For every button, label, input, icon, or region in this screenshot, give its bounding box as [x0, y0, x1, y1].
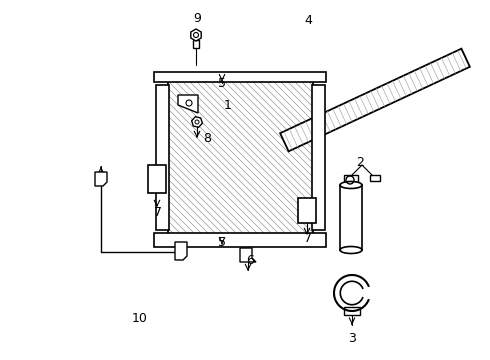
Bar: [340, 185, 362, 250]
Polygon shape: [95, 172, 107, 186]
Bar: [370, 175, 380, 181]
Text: 10: 10: [132, 311, 148, 324]
Bar: [298, 198, 316, 223]
Bar: [344, 307, 360, 315]
Bar: [148, 165, 166, 193]
Bar: [154, 233, 326, 247]
Polygon shape: [178, 95, 198, 113]
Ellipse shape: [340, 181, 362, 189]
Text: 5: 5: [218, 235, 226, 248]
Text: 7: 7: [304, 231, 312, 244]
Polygon shape: [240, 248, 256, 262]
Text: 6: 6: [246, 253, 254, 266]
Bar: [344, 175, 358, 185]
Text: 1: 1: [224, 99, 232, 112]
Ellipse shape: [340, 247, 362, 253]
Bar: [156, 85, 169, 230]
Text: 7: 7: [154, 206, 162, 219]
Text: 2: 2: [356, 156, 364, 168]
Polygon shape: [280, 49, 470, 151]
Bar: [312, 85, 325, 230]
Text: 5: 5: [218, 77, 226, 90]
Bar: [193, 40, 199, 48]
Text: 8: 8: [203, 131, 211, 144]
Text: 3: 3: [348, 332, 356, 345]
Polygon shape: [175, 242, 187, 260]
Bar: [154, 72, 326, 82]
Text: 4: 4: [304, 14, 312, 27]
Text: 9: 9: [193, 12, 201, 24]
Bar: [168, 80, 313, 235]
